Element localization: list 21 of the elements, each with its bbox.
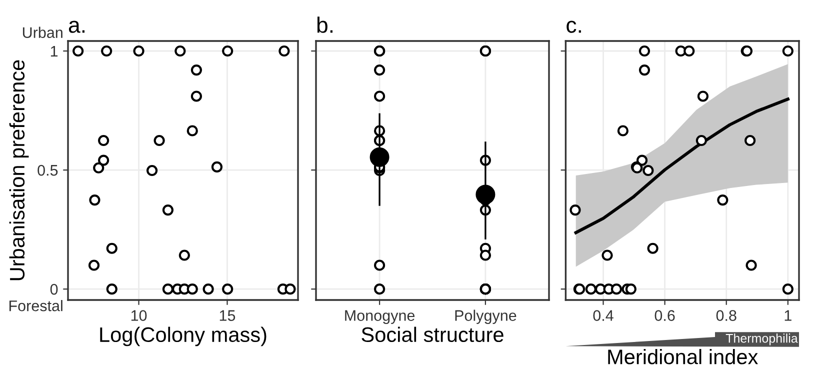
x-tick-label: 10 bbox=[131, 310, 147, 321]
x-tick-label: Monogyne bbox=[345, 310, 415, 324]
text: Urban bbox=[22, 26, 62, 38]
x-tick-label: 15 bbox=[220, 310, 236, 321]
chart-title: b. bbox=[317, 16, 333, 33]
y-tick-label: 1 bbox=[50, 46, 58, 57]
x-tick-label: 0.8 bbox=[716, 310, 736, 321]
x-tick-label: 0.6 bbox=[654, 310, 675, 321]
text: Thermophilia bbox=[726, 334, 798, 346]
y-tick-label: 0.5 bbox=[38, 164, 58, 176]
chart-title: c. bbox=[566, 20, 581, 33]
x-tick-label: 0.4 bbox=[593, 310, 614, 321]
x-axis-title: Meridional index bbox=[608, 348, 758, 364]
x-tick-label: Polygyne bbox=[455, 310, 516, 324]
y-axis-title: Urbanisation preference bbox=[9, 60, 29, 280]
y-tick-label: 0 bbox=[50, 284, 58, 295]
chart-title: a. bbox=[68, 20, 85, 33]
x-tick-label: 1 bbox=[784, 310, 792, 321]
text: Forestal bbox=[9, 300, 62, 312]
x-axis-title: Social structure bbox=[362, 326, 504, 342]
x-axis-title: Log(Colony mass) bbox=[100, 326, 266, 346]
